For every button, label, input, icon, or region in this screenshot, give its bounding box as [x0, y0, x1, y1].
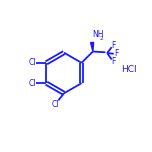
Text: 2: 2	[100, 36, 104, 41]
Text: F: F	[111, 41, 116, 50]
Polygon shape	[91, 42, 94, 52]
Text: Cl: Cl	[28, 58, 36, 67]
Text: HCl: HCl	[121, 66, 136, 74]
Text: F: F	[114, 49, 119, 58]
Text: Cl: Cl	[28, 79, 36, 88]
Text: NH: NH	[92, 31, 104, 40]
Text: F: F	[111, 57, 116, 66]
Text: Cl: Cl	[52, 100, 59, 109]
